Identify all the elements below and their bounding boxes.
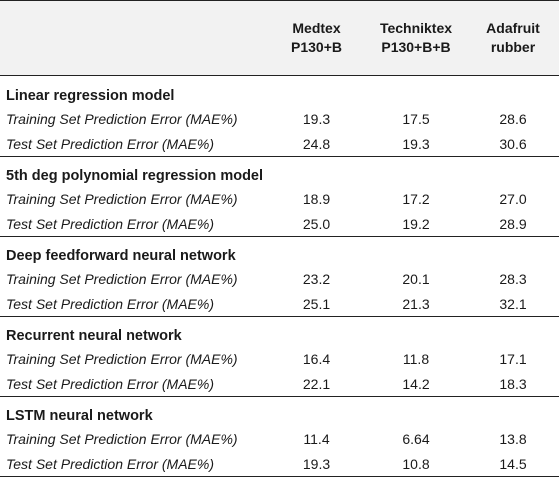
value-cell: 28.3	[499, 270, 527, 287]
value-cell: 18.9	[302, 190, 331, 207]
value-cell: 24.8	[302, 135, 331, 152]
value-cell: 13.8	[499, 430, 527, 447]
section-title: Recurrent neural network	[6, 328, 182, 344]
section-title: 5th deg polynomial regression model	[6, 168, 264, 184]
row-label: Training Set Prediction Error (MAE%)	[6, 430, 238, 447]
results-table: Medtex P130+B Techniktex P130+B+B Adafru…	[0, 0, 559, 477]
value-cell: 21.3	[402, 295, 430, 312]
value-cell: 22.1	[302, 375, 331, 392]
table-row: Test Set Prediction Error (MAE%) 25.1 21.3…	[0, 291, 559, 317]
row-label: Training Set Prediction Error (MAE%)	[6, 350, 238, 367]
row-label: Training Set Prediction Error (MAE%)	[6, 110, 238, 127]
value-cell: 19.3	[302, 110, 331, 127]
table-row: Training Set Prediction Error (MAE%) 19.3…	[0, 106, 559, 131]
value-cell: 19.3	[402, 135, 430, 152]
value-cell: 6.64	[402, 430, 430, 447]
table-header-row: Medtex P130+B Techniktex P130+B+B Adafru…	[0, 0, 559, 76]
value-cell: 20.1	[402, 270, 430, 287]
column-header-adafruit: Adafruit rubber	[467, 0, 559, 76]
value-cell: 32.1	[499, 295, 527, 312]
value-cell: 18.3	[499, 375, 527, 392]
column-header-line: Techniktex	[379, 20, 453, 36]
value-cell: 10.8	[402, 455, 430, 472]
column-header-line: Medtex	[292, 20, 341, 36]
section-header-row: Linear regression model	[0, 76, 559, 107]
value-cell: 28.9	[499, 215, 527, 232]
value-cell: 17.2	[402, 190, 430, 207]
row-label: Test Set Prediction Error (MAE%)	[6, 215, 214, 232]
table-row: Test Set Prediction Error (MAE%) 25.0 19.2…	[0, 211, 559, 237]
column-header-techniktex: Techniktex P130+B+B	[365, 0, 467, 76]
value-cell: 28.6	[499, 110, 527, 127]
section-header-row: Deep feedforward neural network	[0, 236, 559, 267]
section-header-row: LSTM neural network	[0, 396, 559, 427]
column-header-line: P130+B+B	[381, 39, 451, 55]
table-row: Training Set Prediction Error (MAE%) 18.9…	[0, 186, 559, 211]
section-title: Deep feedforward neural network	[6, 248, 236, 264]
row-label: Test Set Prediction Error (MAE%)	[6, 295, 214, 312]
value-cell: 25.0	[302, 215, 331, 232]
section-header-row: Recurrent neural network	[0, 316, 559, 347]
value-cell: 16.4	[302, 350, 331, 367]
section-header-row: 5th deg polynomial regression model	[0, 156, 559, 187]
table-body: Linear regression model Training Set Pred…	[0, 76, 559, 477]
value-cell: 23.2	[302, 270, 331, 287]
column-header-line: Adafruit	[486, 20, 540, 36]
row-label: Training Set Prediction Error (MAE%)	[6, 190, 238, 207]
section-title: LSTM neural network	[6, 408, 153, 424]
column-header-line: P130+B	[291, 39, 342, 55]
value-cell: 19.2	[402, 215, 430, 232]
value-cell: 30.6	[499, 135, 527, 152]
column-header-medtex: Medtex P130+B	[268, 0, 365, 76]
value-cell: 11.4	[303, 430, 330, 447]
row-label: Test Set Prediction Error (MAE%)	[6, 455, 214, 472]
value-cell: 19.3	[302, 455, 331, 472]
value-cell: 17.1	[499, 350, 527, 367]
table-row: Training Set Prediction Error (MAE%) 11.4…	[0, 426, 559, 451]
value-cell: 27.0	[499, 190, 527, 207]
table-row: Test Set Prediction Error (MAE%) 22.1 14.2…	[0, 371, 559, 397]
table-row: Training Set Prediction Error (MAE%) 23.2…	[0, 266, 559, 291]
row-label: Training Set Prediction Error (MAE%)	[6, 270, 238, 287]
row-label: Test Set Prediction Error (MAE%)	[6, 135, 214, 152]
section-title: Linear regression model	[6, 88, 175, 104]
value-cell: 14.5	[499, 455, 527, 472]
row-label: Test Set Prediction Error (MAE%)	[6, 375, 214, 392]
value-cell: 17.5	[402, 110, 430, 127]
value-cell: 25.1	[302, 295, 331, 312]
table-row: Training Set Prediction Error (MAE%) 16.4…	[0, 346, 559, 371]
value-cell: 11.8	[402, 350, 430, 367]
table-row: Test Set Prediction Error (MAE%) 24.8 19.3…	[0, 131, 559, 157]
table-row: Test Set Prediction Error (MAE%) 19.3 10.8…	[0, 451, 559, 477]
value-cell: 14.2	[402, 375, 430, 392]
column-header-line: rubber	[490, 39, 536, 55]
header-blank-cell	[0, 0, 268, 76]
